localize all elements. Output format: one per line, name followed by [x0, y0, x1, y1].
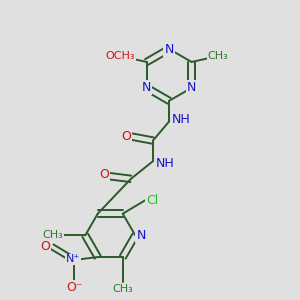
Text: N: N	[187, 81, 196, 94]
Text: CH₃: CH₃	[43, 230, 63, 240]
Text: N: N	[142, 81, 152, 94]
Text: N: N	[164, 43, 174, 56]
Text: CH₃: CH₃	[208, 51, 229, 61]
Text: NH: NH	[172, 112, 190, 126]
Text: Cl: Cl	[146, 194, 158, 207]
Text: N⁺: N⁺	[66, 254, 80, 264]
Text: O: O	[99, 168, 109, 181]
Text: OCH₃: OCH₃	[105, 51, 135, 61]
Text: NH: NH	[155, 157, 174, 170]
Text: O: O	[40, 240, 50, 253]
Text: O⁻: O⁻	[66, 281, 82, 295]
Text: N: N	[136, 229, 146, 242]
Text: CH₃: CH₃	[112, 284, 133, 295]
Text: O: O	[122, 130, 131, 143]
